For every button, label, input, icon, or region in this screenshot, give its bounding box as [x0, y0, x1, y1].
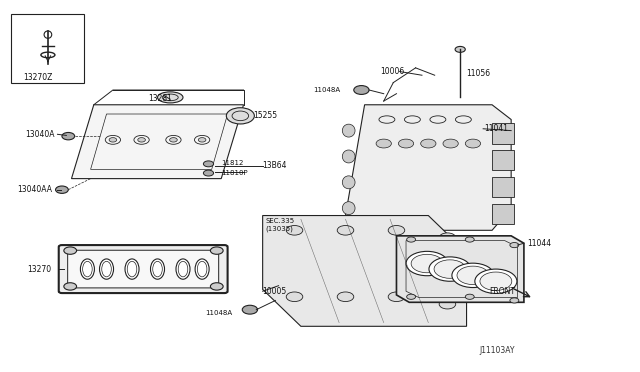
Polygon shape [262, 215, 467, 326]
Circle shape [475, 269, 517, 294]
Ellipse shape [125, 259, 139, 279]
Circle shape [434, 260, 466, 278]
Ellipse shape [342, 150, 355, 163]
Circle shape [452, 263, 494, 288]
Text: 10006: 10006 [381, 67, 404, 76]
Bar [492, 177, 515, 198]
Circle shape [465, 294, 474, 299]
Text: 13270Z: 13270Z [24, 73, 53, 81]
Text: FRONT: FRONT [489, 287, 515, 296]
Text: 11048A: 11048A [205, 310, 232, 316]
Ellipse shape [81, 259, 95, 279]
Circle shape [411, 254, 443, 273]
Circle shape [429, 257, 471, 281]
Circle shape [420, 139, 436, 148]
Bar [492, 123, 515, 144]
Circle shape [439, 233, 456, 243]
Circle shape [443, 139, 458, 148]
Text: 15255: 15255 [253, 111, 277, 121]
Circle shape [62, 132, 75, 140]
Circle shape [439, 299, 456, 309]
Circle shape [406, 251, 448, 276]
Bar [11, 14, 84, 83]
Circle shape [376, 139, 392, 148]
Circle shape [211, 247, 223, 254]
Circle shape [211, 283, 223, 290]
Circle shape [388, 225, 404, 235]
Circle shape [455, 46, 465, 52]
Circle shape [406, 294, 415, 299]
Text: J11103AY: J11103AY [479, 346, 515, 355]
Circle shape [138, 138, 145, 142]
Polygon shape [346, 105, 511, 230]
Ellipse shape [195, 259, 209, 279]
Polygon shape [72, 105, 244, 179]
Ellipse shape [176, 259, 190, 279]
Text: 11056: 11056 [467, 69, 491, 78]
Circle shape [227, 108, 254, 124]
Polygon shape [396, 236, 524, 302]
Text: 13040A: 13040A [26, 130, 55, 139]
Circle shape [480, 272, 512, 291]
Circle shape [56, 186, 68, 193]
Circle shape [286, 225, 303, 235]
Bar [492, 204, 515, 224]
Ellipse shape [100, 259, 113, 279]
Text: 13281: 13281 [148, 94, 172, 103]
Circle shape [204, 170, 214, 176]
Text: 10005: 10005 [262, 287, 287, 296]
Text: 13270: 13270 [27, 264, 51, 273]
Circle shape [510, 243, 519, 248]
Text: 11048A: 11048A [314, 87, 340, 93]
Circle shape [286, 292, 303, 302]
Text: SEC.335
(13035): SEC.335 (13035) [266, 218, 295, 231]
Circle shape [64, 283, 77, 290]
Ellipse shape [150, 259, 164, 279]
Ellipse shape [342, 176, 355, 189]
FancyBboxPatch shape [68, 250, 219, 288]
Text: 11044: 11044 [527, 239, 551, 248]
Circle shape [170, 138, 177, 142]
Circle shape [204, 161, 214, 167]
Circle shape [337, 292, 354, 302]
Text: 11810P: 11810P [221, 170, 248, 176]
Ellipse shape [342, 202, 355, 215]
Circle shape [510, 298, 519, 303]
Text: 13B64: 13B64 [262, 161, 287, 170]
Circle shape [398, 139, 413, 148]
Bar [492, 150, 515, 170]
Text: 11812: 11812 [221, 160, 244, 166]
Ellipse shape [342, 124, 355, 137]
FancyBboxPatch shape [59, 245, 228, 293]
Circle shape [243, 305, 257, 314]
Circle shape [465, 139, 481, 148]
Circle shape [457, 266, 489, 285]
Text: 13040AA: 13040AA [17, 185, 52, 194]
Circle shape [109, 138, 116, 142]
Ellipse shape [157, 92, 183, 103]
Circle shape [406, 237, 415, 242]
Circle shape [198, 138, 206, 142]
Circle shape [337, 225, 354, 235]
Circle shape [388, 292, 404, 302]
Circle shape [64, 247, 77, 254]
Circle shape [465, 237, 474, 242]
Text: 11041: 11041 [484, 124, 508, 133]
Circle shape [354, 86, 369, 94]
